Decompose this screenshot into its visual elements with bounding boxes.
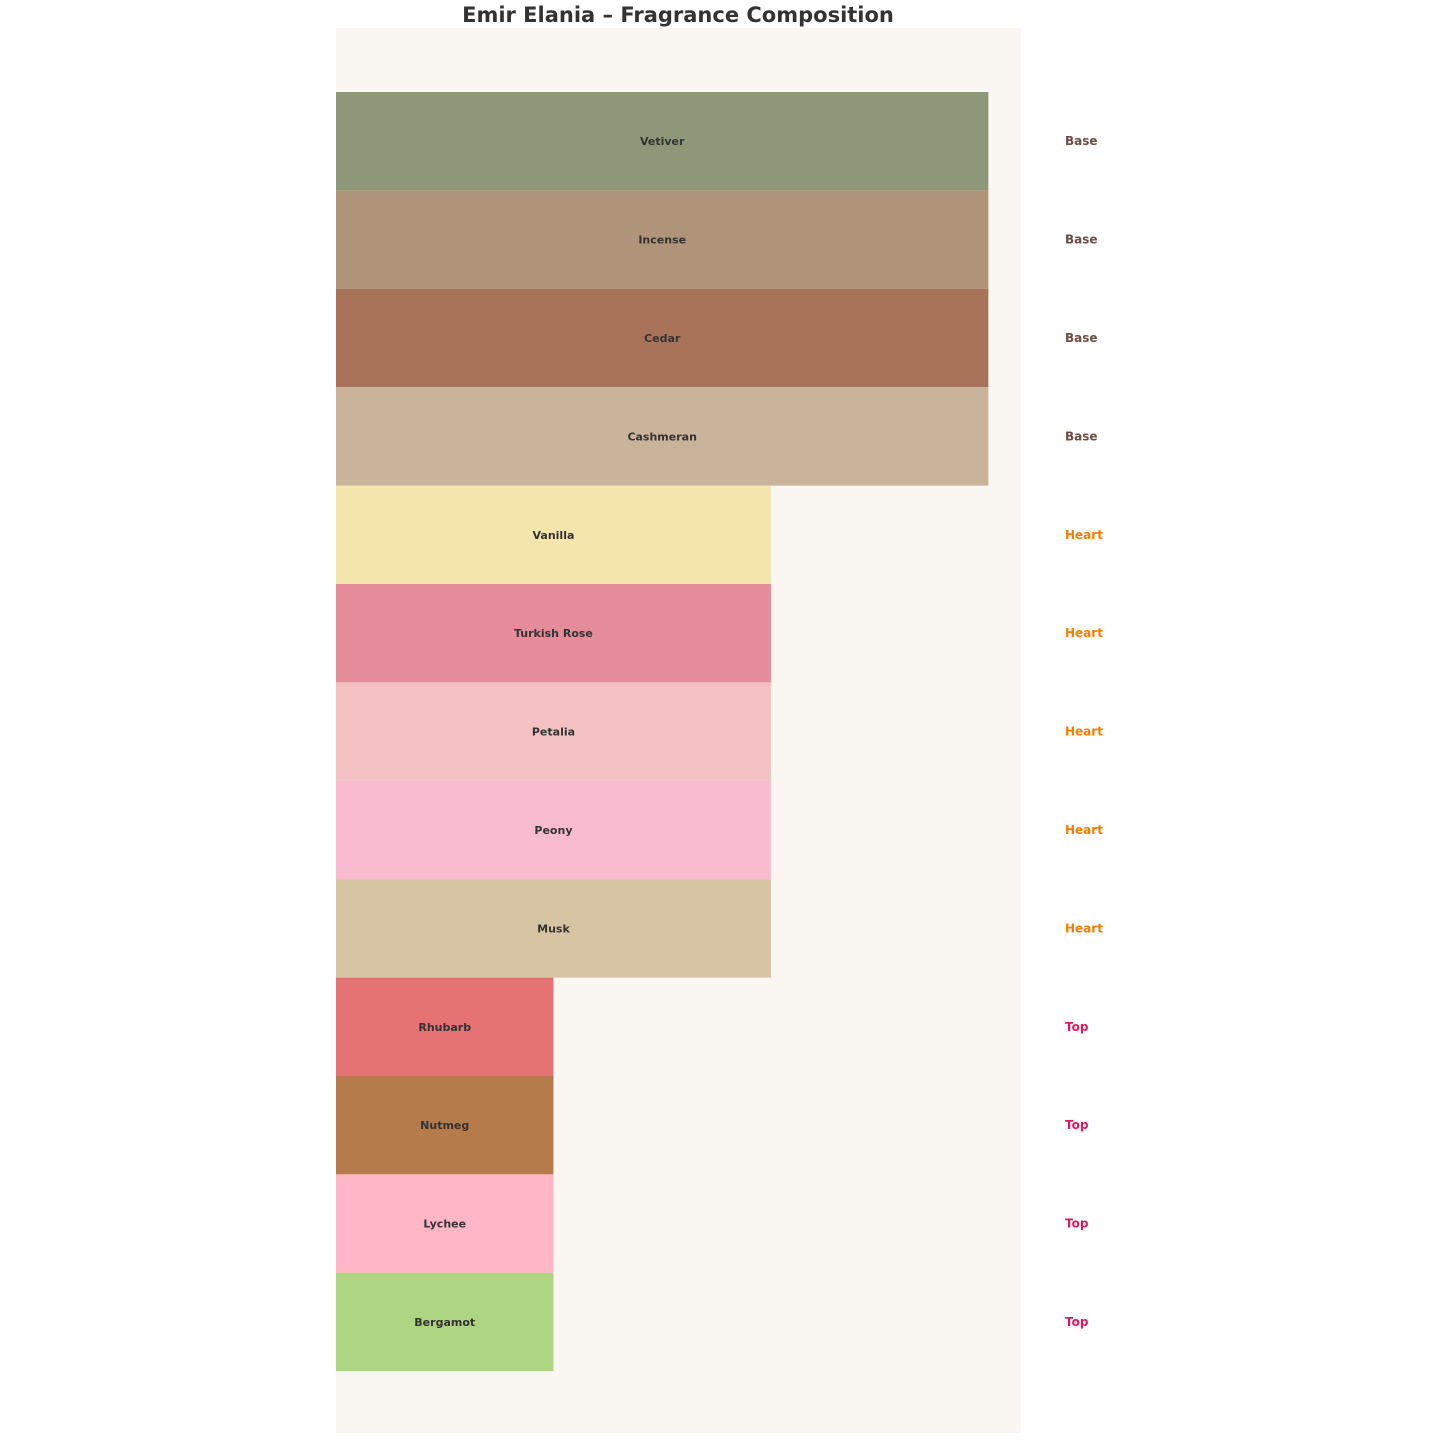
chart-title: Emir Elania – Fragrance Composition (462, 3, 894, 27)
bar-label: Petalia (532, 726, 575, 739)
bar-label: Lychee (423, 1218, 466, 1231)
bar-label: Turkish Rose (514, 627, 593, 640)
bar-label: Peony (534, 824, 572, 837)
layer-label: Heart (1065, 823, 1103, 837)
bar-peony (336, 780, 771, 880)
bar-label: Bergamot (414, 1316, 475, 1329)
layer-label: Base (1065, 429, 1098, 443)
bar-cedar (336, 288, 989, 388)
bar-rhubarb (336, 977, 554, 1076)
bar-label: Rhubarb (418, 1021, 471, 1034)
bar-nutmeg (336, 1076, 554, 1175)
layer-label: Top (1065, 1118, 1089, 1132)
layer-label: Base (1065, 134, 1098, 148)
layer-label: Heart (1065, 626, 1103, 640)
layer-label: Heart (1065, 725, 1103, 739)
layer-label: Top (1065, 1020, 1089, 1034)
bar-label: Incense (638, 234, 686, 247)
bar-label: Cashmeran (627, 430, 696, 443)
bar-incense (336, 190, 989, 289)
layer-label: Base (1065, 331, 1098, 345)
bar-musk (336, 879, 771, 978)
bar-label: Vanilla (533, 529, 575, 542)
layer-label: Base (1065, 233, 1098, 247)
bar-lychee (336, 1174, 554, 1273)
bar-turkish-rose (336, 584, 771, 683)
layer-label: Heart (1065, 921, 1103, 935)
bar-bergamot (336, 1272, 554, 1372)
bar-vanilla (336, 485, 771, 584)
layer-label: Top (1065, 1217, 1089, 1231)
bar-vetiver (336, 92, 989, 191)
bar-label: Vetiver (640, 135, 685, 148)
layer-label: Heart (1065, 528, 1103, 542)
bar-cashmeran (336, 387, 989, 486)
layer-label: Top (1065, 1315, 1089, 1329)
bar-label: Nutmeg (420, 1119, 469, 1132)
bar-label: Cedar (644, 332, 681, 345)
bar-petalia (336, 682, 771, 781)
bar-label: Musk (537, 922, 570, 935)
